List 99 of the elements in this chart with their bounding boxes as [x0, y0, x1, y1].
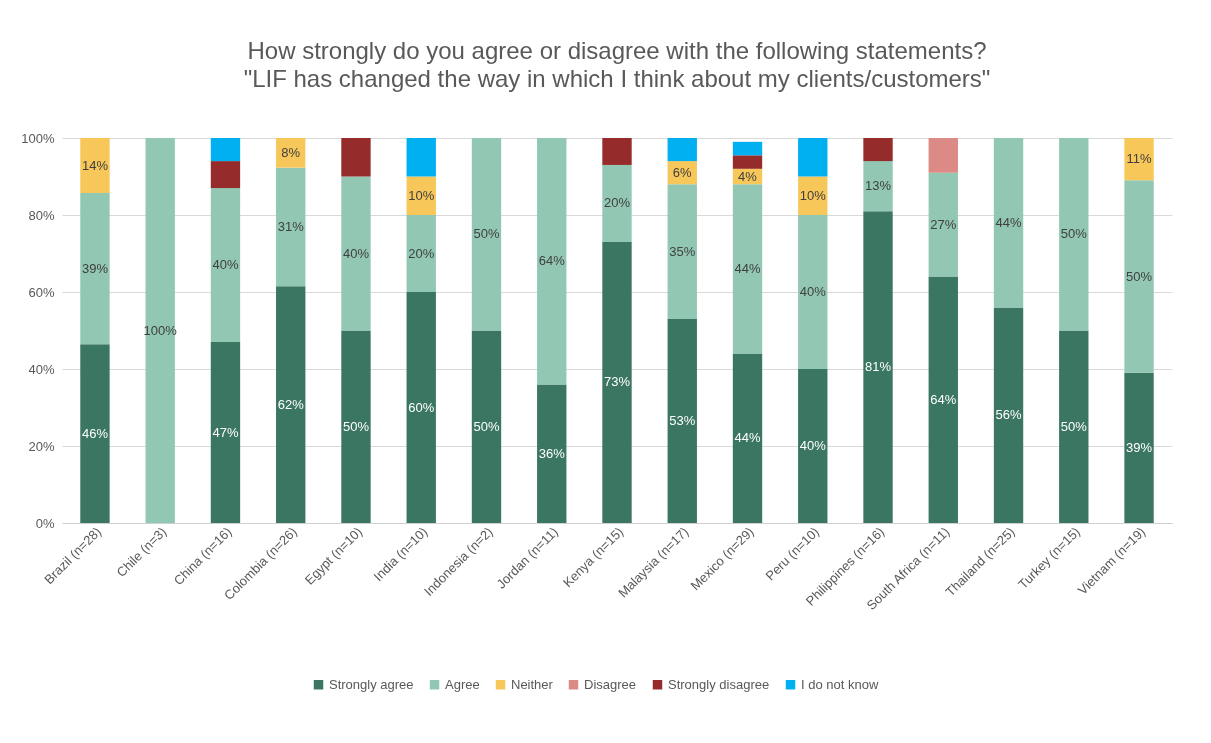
data-label: 44% [734, 260, 761, 276]
bar [276, 286, 306, 523]
data-label: 44% [995, 214, 1022, 230]
data-label: 40% [799, 284, 827, 299]
legend-label: Strongly agree [329, 676, 414, 692]
bar [863, 211, 893, 523]
bar [667, 138, 697, 162]
bar [210, 342, 241, 523]
data-label: 50% [1060, 418, 1088, 434]
data-label: 40% [342, 245, 370, 261]
bar [732, 155, 763, 169]
bar [210, 161, 241, 189]
bar [798, 138, 828, 177]
data-label: 81% [865, 359, 892, 375]
bar [406, 215, 436, 292]
bar [798, 369, 828, 523]
chart-title: How strongly do you agree or disagree with the following statements? [247, 37, 987, 64]
data-label: 10% [408, 187, 435, 203]
y-tick-label: 40% [28, 361, 55, 377]
data-label: 64% [538, 253, 566, 269]
bar [928, 172, 958, 277]
data-label: 40% [212, 257, 239, 273]
data-label: 39% [81, 260, 109, 276]
data-label: 50% [342, 418, 370, 434]
bar [537, 384, 567, 523]
bar [667, 318, 697, 523]
bar [1059, 138, 1089, 331]
data-label: 40% [799, 438, 827, 453]
data-label: 10% [799, 187, 827, 203]
bar [993, 307, 1024, 523]
bar [341, 330, 371, 523]
data-label: 60% [408, 399, 435, 415]
data-label: 6% [672, 164, 693, 180]
data-label: 50% [473, 418, 500, 434]
data-label: 36% [538, 445, 566, 461]
bar [1124, 138, 1154, 181]
bar [732, 184, 763, 354]
bar [406, 138, 436, 177]
bar [732, 141, 763, 156]
data-label: 56% [995, 407, 1022, 423]
data-label: 13% [865, 178, 892, 194]
bar [1124, 372, 1154, 523]
legend-label: Disagree [584, 676, 637, 692]
bar [276, 167, 306, 287]
chart-subtitle: "LIF has changed the way in which I think about my clients/customers" [243, 65, 991, 92]
data-label: 62% [277, 396, 305, 412]
data-label: 47% [212, 424, 239, 440]
data-label: 27% [930, 216, 957, 232]
bar [80, 138, 110, 194]
bar [732, 353, 763, 523]
bar [471, 330, 502, 523]
y-tick-label: 20% [28, 438, 55, 454]
data-label: 20% [603, 195, 631, 211]
y-tick-label: 0% [35, 515, 55, 531]
bar [537, 138, 567, 385]
bar [145, 138, 175, 523]
data-label: 50% [1126, 268, 1153, 284]
data-label: 39% [1126, 439, 1153, 455]
bar [928, 138, 958, 173]
bar [667, 184, 697, 319]
bar [602, 138, 632, 165]
data-label: 31% [277, 218, 305, 234]
y-tick-label: 80% [28, 207, 55, 223]
data-label: 53% [669, 412, 696, 428]
y-tick-label: 100% [21, 130, 55, 146]
bar [798, 215, 828, 369]
bar [341, 176, 371, 331]
legend-label: Neither [511, 676, 554, 692]
data-label: 64% [930, 391, 957, 407]
data-label: 46% [81, 425, 109, 441]
data-label: 14% [81, 157, 109, 173]
data-label: 4% [738, 168, 758, 184]
bar [863, 138, 893, 162]
data-label: 50% [1060, 226, 1088, 242]
bar [80, 193, 110, 345]
data-label: 11% [1126, 151, 1153, 167]
data-label: 73% [603, 374, 631, 390]
bar [210, 138, 241, 162]
bar [1124, 180, 1154, 373]
bar [80, 344, 110, 523]
legend-label: I do not know [801, 676, 879, 692]
data-label: 35% [669, 243, 696, 259]
bar [1059, 330, 1089, 523]
data-label: 44% [734, 430, 761, 446]
bar [993, 138, 1024, 308]
bar [210, 188, 241, 343]
bar [471, 138, 502, 331]
bar [863, 161, 893, 212]
data-label: 50% [473, 226, 500, 242]
legend-label: Agree [445, 676, 480, 692]
data-label: 8% [281, 144, 301, 160]
data-label: 20% [408, 245, 435, 261]
bar [602, 164, 632, 242]
bar [602, 241, 632, 523]
bar [341, 138, 371, 177]
bar [406, 292, 436, 523]
y-tick-label: 60% [28, 284, 55, 300]
legend-label: Strongly disagree [668, 676, 770, 692]
bar [928, 276, 958, 523]
